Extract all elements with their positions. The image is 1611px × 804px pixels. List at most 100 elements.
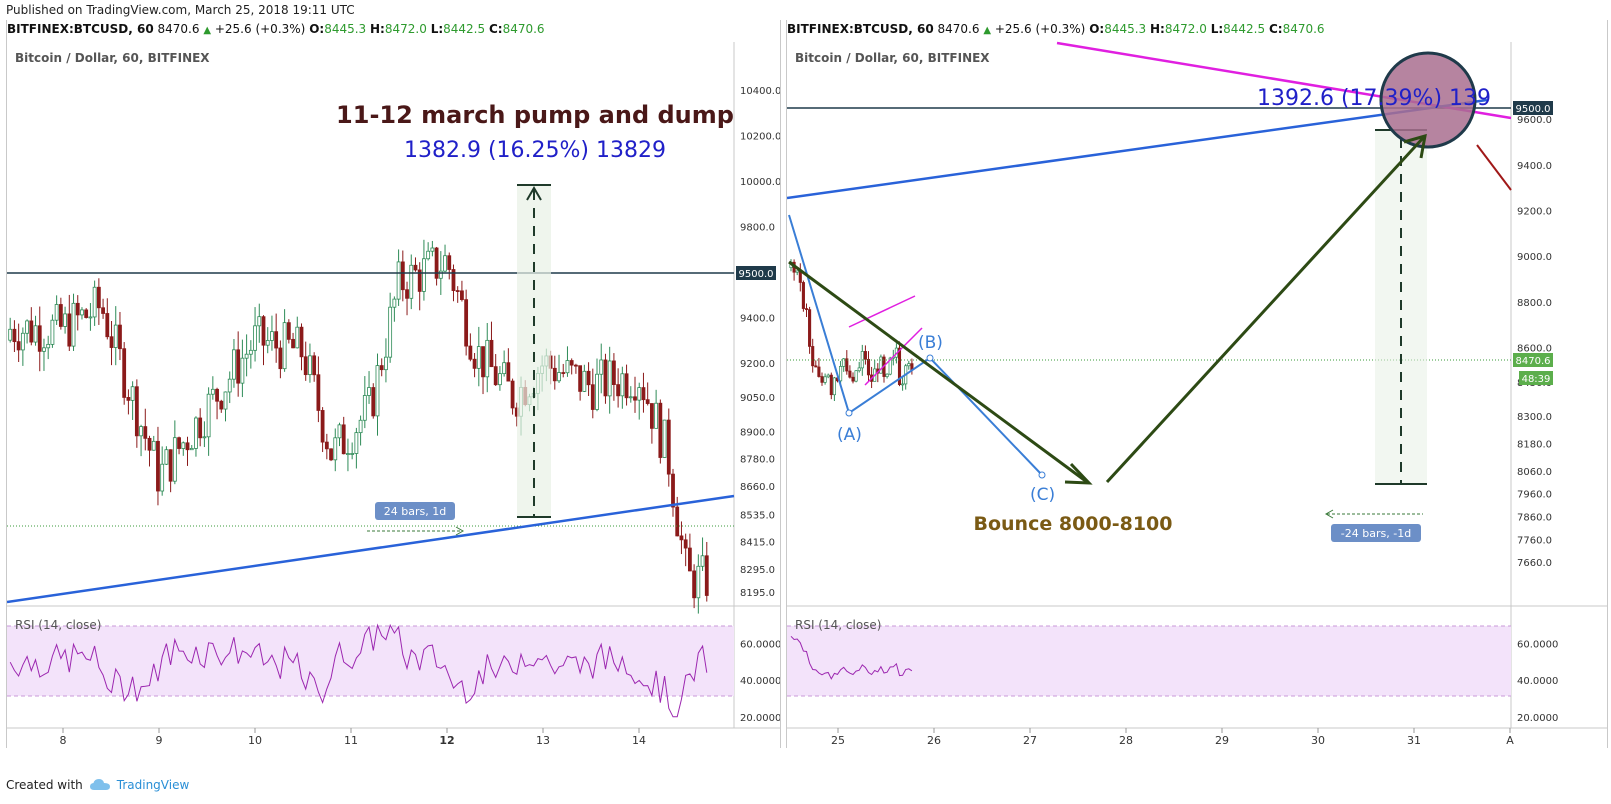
candle-body [897, 347, 902, 385]
candle-body [253, 325, 257, 351]
left-close: 8470.6 [502, 22, 545, 36]
candle-body [409, 264, 414, 299]
rsi-tick-label: 60.0000 [1517, 640, 1558, 651]
right-price-tag-text: 9500.0 [1516, 104, 1551, 115]
open-label: O: [309, 22, 325, 36]
candle-body [687, 547, 692, 572]
candle-body [37, 325, 42, 352]
wave-a-label: (A) [837, 425, 862, 445]
time-tick-label: 11 [344, 734, 358, 747]
left-time-axis: 8 9 10 11 12 13 14 [60, 728, 646, 747]
candle-body [194, 417, 198, 449]
price-tick-label: 10400.0 [740, 86, 780, 97]
left-low: 8442.5 [443, 22, 486, 36]
rsi-tick-label: 20.0000 [740, 713, 780, 724]
candle-body [80, 309, 84, 316]
low-label: L: [430, 22, 444, 36]
candle-body [84, 309, 89, 318]
price-tick-label: 9200.0 [1517, 207, 1552, 218]
candle-body [586, 370, 591, 386]
candle-body [823, 376, 827, 383]
candle-body [814, 365, 818, 368]
candle-body [12, 328, 17, 343]
wave-c-label: (C) [1030, 485, 1055, 505]
left-high: 8472.0 [384, 22, 427, 36]
candle-body [455, 290, 460, 292]
price-tick-label: 8800.0 [1517, 298, 1552, 309]
candle-body [58, 304, 63, 327]
price-tick-label: 7660.0 [1517, 558, 1552, 569]
candle-body [506, 362, 511, 382]
left-chart-panel[interactable]: BITFINEX:BTCUSD, 60 8470.6 ▲ +25.6 (+0.3… [6, 20, 781, 748]
price-tick-label: 9800.0 [740, 222, 775, 233]
right-rsi-line [790, 635, 913, 680]
rsi-tick-label: 40.0000 [740, 676, 780, 687]
price-tick-label: 9000.0 [1517, 252, 1552, 263]
candle-body [430, 247, 435, 252]
price-tick-label: 10000.0 [740, 177, 780, 188]
candle-body [16, 341, 21, 351]
candle-body [236, 349, 241, 384]
candle-body [628, 396, 633, 399]
candle-body [291, 338, 295, 349]
right-chart-panel[interactable]: BITFINEX:BTCUSD, 60 8470.6 ▲ +25.6 (+0.3… [786, 20, 1608, 748]
tradingview-link[interactable]: TradingView [116, 778, 190, 792]
right-bars-badge [1331, 524, 1421, 542]
right-chart-svg[interactable]: 9600.09400.09200.09000.08800.08600.08450… [787, 20, 1607, 748]
candle-body [426, 250, 431, 260]
candle-body [324, 441, 329, 450]
price-tick-label: 9200.0 [740, 359, 775, 370]
candle-body [198, 417, 203, 439]
created-with-text: Created with [6, 778, 83, 792]
time-tick-label: 25 [831, 734, 845, 747]
candle-body [341, 424, 346, 455]
right-abc-zigzag[interactable] [788, 214, 1043, 476]
price-tick-label: 8295.0 [740, 565, 775, 576]
price-tick-label: 7760.0 [1517, 535, 1552, 546]
right-rsi-axis: 60.0000 40.0000 20.0000 [1517, 640, 1558, 724]
candle-body [795, 270, 799, 273]
left-rsi-axis: 60.0000 40.0000 20.0000 [740, 640, 780, 724]
candle-body [282, 322, 287, 370]
price-tick-label: 8060.0 [1517, 467, 1552, 478]
price-tick-label: 8300.0 [1517, 412, 1552, 423]
candle-body [227, 378, 232, 393]
candle-body [801, 282, 805, 309]
candle-body [122, 348, 127, 398]
left-bars-badge [375, 502, 455, 520]
candle-body [658, 402, 663, 458]
footer: Created with TradingView [6, 778, 189, 792]
candle-body [460, 290, 464, 301]
candle-body [434, 247, 439, 279]
right-change: +25.6 (+0.3%) [994, 22, 1086, 36]
left-chart-svg[interactable]: 10400.010200.010000.09800.09600.09400.09… [7, 20, 780, 748]
left-rsi-label: RSI (14, close) [15, 618, 101, 632]
left-ohlc-readout: BITFINEX:BTCUSD, 60 8470.6 ▲ +25.6 (+0.3… [7, 22, 545, 36]
candle-body [595, 373, 599, 410]
candle-body [46, 343, 51, 349]
candle-body [692, 570, 697, 599]
left-price-tag-text: 9500.0 [739, 269, 774, 280]
candle-body [151, 440, 156, 451]
candle-body [147, 437, 152, 451]
time-tick-label: 26 [927, 734, 941, 747]
target-circle-icon[interactable] [1379, 51, 1477, 149]
left-price-tag [736, 266, 776, 280]
wave-b-label: (B) [918, 333, 943, 353]
candle-body [118, 324, 122, 350]
right-price-tag [1513, 101, 1553, 115]
right-open: 8445.3 [1104, 22, 1147, 36]
candle-body [599, 359, 604, 375]
up-triangle-icon: ▲ [983, 25, 992, 36]
right-trendline[interactable] [787, 98, 1488, 200]
price-tick-label: 8535.0 [740, 510, 775, 521]
left-trendline[interactable] [7, 494, 735, 604]
published-line: Published on TradingView.com, March 25, … [6, 3, 355, 17]
price-tick-label: 9400.0 [1517, 161, 1552, 172]
candle-body [71, 302, 76, 347]
rsi-tick-label: 20.0000 [1517, 713, 1558, 724]
time-tick-label: 29 [1215, 734, 1229, 747]
candle-body [502, 362, 507, 375]
candle-body [308, 355, 312, 376]
left-arrow-icon [1324, 509, 1334, 519]
